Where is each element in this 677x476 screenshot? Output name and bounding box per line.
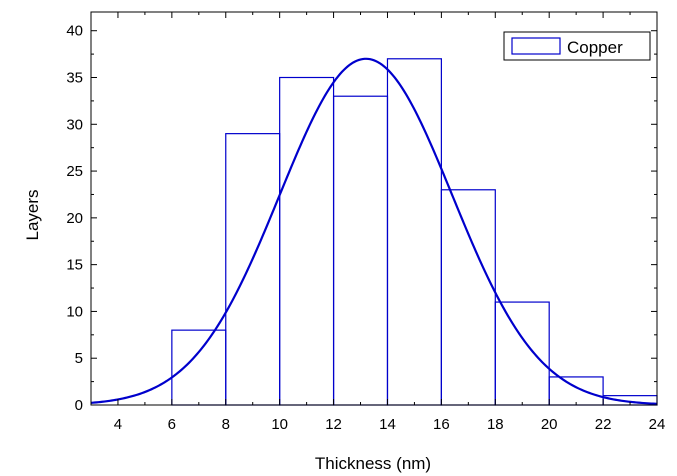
x-axis-title: Thickness (nm) <box>315 454 431 473</box>
histogram-bar-4 <box>332 95 389 406</box>
x-tick-label-20: 20 <box>541 416 558 433</box>
y-tick-label-15: 15 <box>66 257 83 274</box>
histogram-bar-3 <box>279 76 335 406</box>
x-tick-label-10: 10 <box>271 416 288 433</box>
histogram-bar-7 <box>494 301 550 406</box>
histogram-bar-2 <box>225 133 281 406</box>
x-tick-label-12: 12 <box>325 416 342 433</box>
x-tick-label-18: 18 <box>487 416 504 433</box>
y-tick-label-30: 30 <box>66 116 83 133</box>
y-tick-label-35: 35 <box>66 70 83 87</box>
x-tick-label-4: 4 <box>114 416 122 433</box>
y-tick-label-0: 0 <box>75 397 83 414</box>
y-tick-label-40: 40 <box>66 23 83 40</box>
y-axis: 0 5 10 15 20 25 30 35 40 <box>66 23 657 414</box>
x-tick-label-24: 24 <box>649 416 666 433</box>
x-tick-label-8: 8 <box>222 416 230 433</box>
y-tick-label-25: 25 <box>66 163 83 180</box>
x-axis: 4 6 8 10 12 14 16 18 20 22 24 <box>90 12 666 433</box>
y-tick-label-20: 20 <box>66 210 83 227</box>
y-tick-label-5: 5 <box>75 350 83 367</box>
legend-label: Copper <box>567 38 623 57</box>
x-tick-label-16: 16 <box>433 416 450 433</box>
histogram-bar-8 <box>548 376 604 406</box>
legend-swatch <box>511 37 561 55</box>
y-tick-label-10: 10 <box>66 303 83 320</box>
gaussian-fit-curve <box>90 57 658 405</box>
x-tick-label-22: 22 <box>595 416 612 433</box>
histogram-bar-6 <box>440 189 496 406</box>
histogram-bar-1 <box>171 329 227 406</box>
x-tick-label-6: 6 <box>168 416 176 433</box>
legend: Copper <box>503 31 651 61</box>
plot-frame <box>90 11 658 406</box>
x-tick-label-14: 14 <box>379 416 396 433</box>
y-axis-title: Layers <box>23 189 42 240</box>
legend-box <box>503 31 651 61</box>
